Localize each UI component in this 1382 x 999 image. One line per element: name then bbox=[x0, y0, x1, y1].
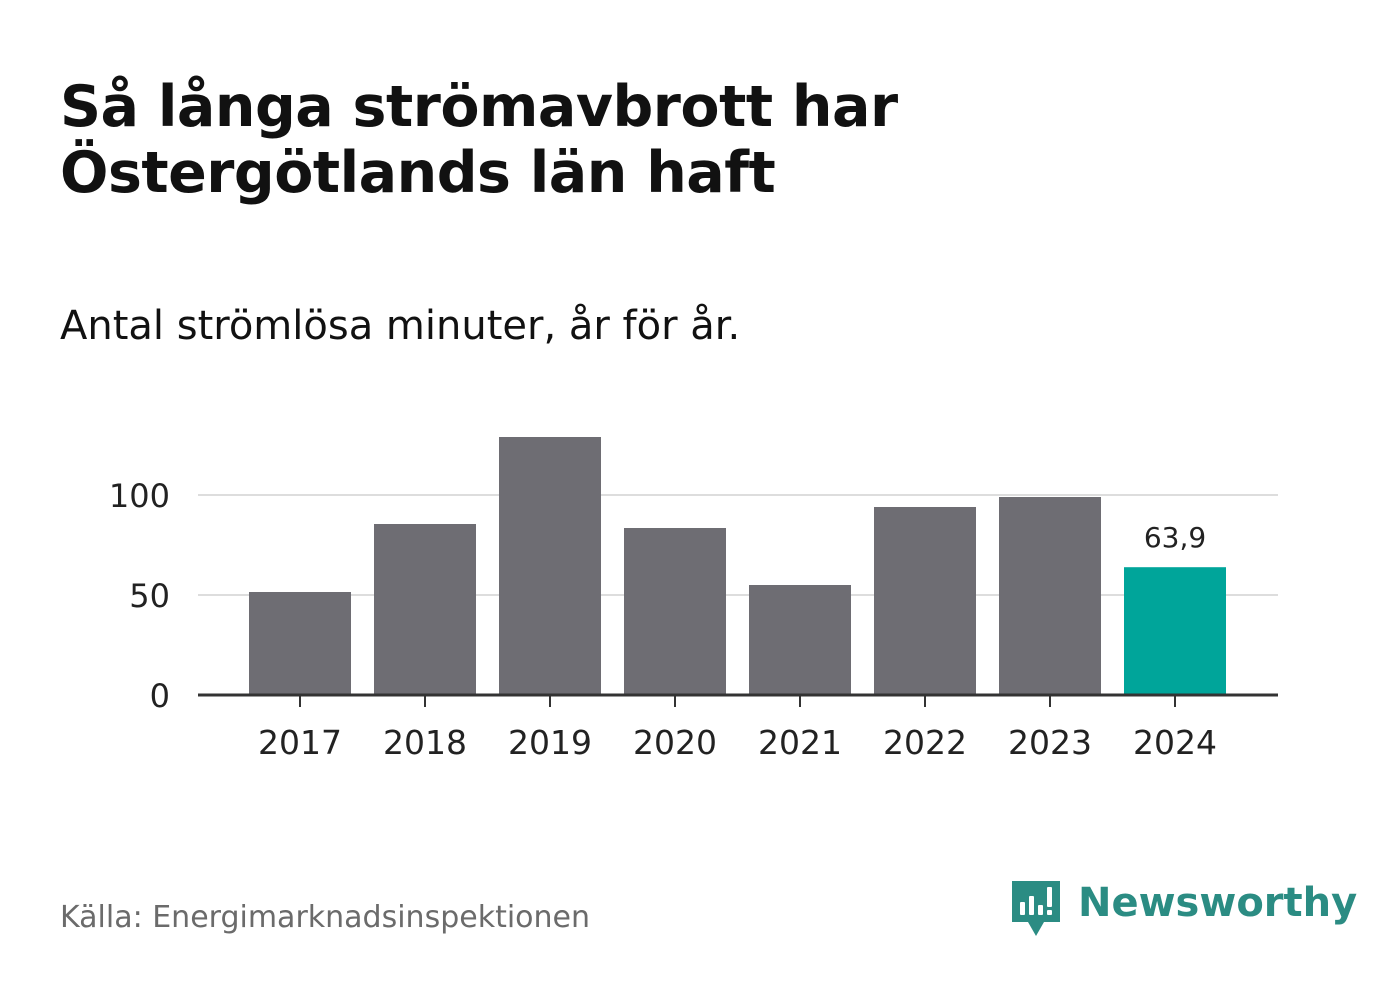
x-tick-label-2017: 2017 bbox=[258, 723, 342, 762]
bar-2022 bbox=[874, 507, 976, 695]
y-tick-label-100: 100 bbox=[109, 477, 170, 515]
bar-2024 bbox=[1124, 567, 1226, 695]
x-tick-label-2019: 2019 bbox=[508, 723, 592, 762]
y-tick-label-50: 50 bbox=[129, 577, 170, 615]
x-tick-label-2020: 2020 bbox=[633, 723, 717, 762]
data-label-2024: 63,9 bbox=[1144, 521, 1206, 554]
chart-title: Så långa strömavbrott har Östergötlands … bbox=[60, 74, 898, 206]
chart-subtitle: Antal strömlösa minuter, år för år. bbox=[60, 303, 741, 349]
source-note: Källa: Energimarknadsinspektionen bbox=[60, 900, 591, 935]
x-tick-label-2023: 2023 bbox=[1008, 723, 1092, 762]
y-tick-label-0: 0 bbox=[150, 677, 170, 715]
brand-name: Newsworthy bbox=[1078, 880, 1358, 926]
x-tick-label-2018: 2018 bbox=[383, 723, 467, 762]
bar-2017 bbox=[249, 592, 351, 695]
brand: Newsworthy bbox=[1010, 878, 1357, 940]
x-tick-label-2024: 2024 bbox=[1133, 723, 1217, 762]
bar-2018 bbox=[374, 524, 476, 695]
newsworthy-logo-icon bbox=[1012, 881, 1060, 936]
bar-2019 bbox=[499, 437, 601, 695]
bar-2023 bbox=[999, 497, 1101, 695]
bar-2020 bbox=[624, 528, 726, 695]
x-tick-label-2022: 2022 bbox=[883, 723, 967, 762]
bar-2021 bbox=[749, 585, 851, 695]
x-tick-label-2021: 2021 bbox=[758, 723, 842, 762]
